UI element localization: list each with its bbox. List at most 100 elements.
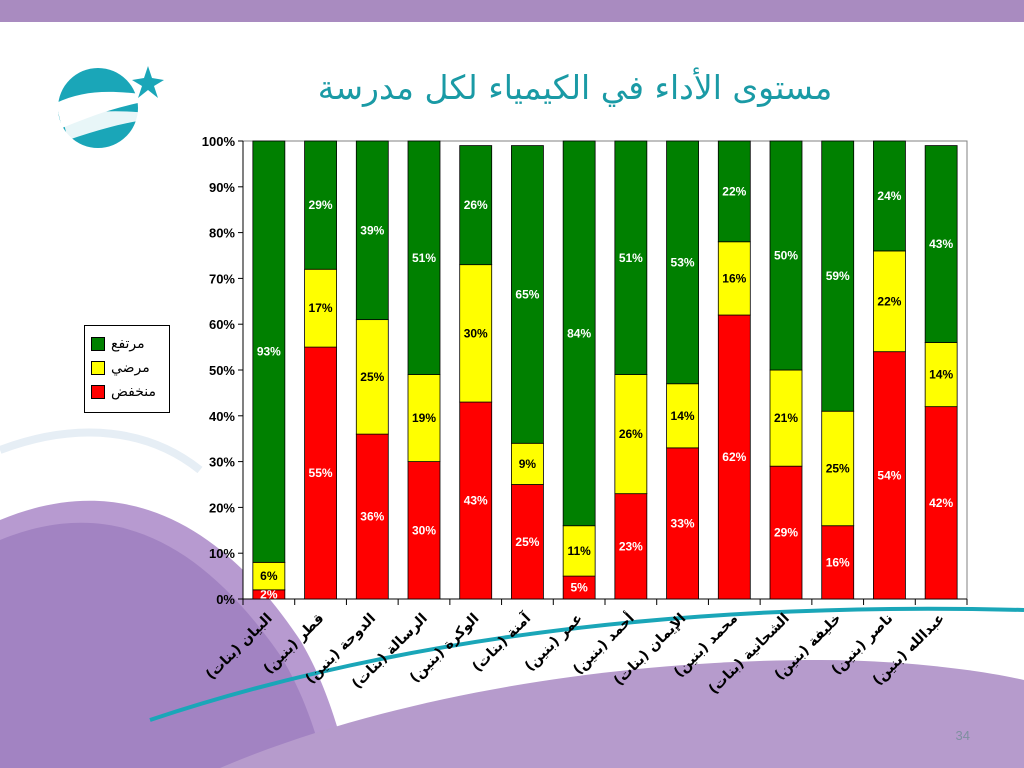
data-label-satisfactory: 25% <box>826 461 850 475</box>
logo-icon <box>56 66 173 148</box>
bar-high <box>769 140 803 371</box>
data-label-low: 2% <box>260 587 278 601</box>
data-label-low: 16% <box>826 555 850 569</box>
data-label-satisfactory: 26% <box>619 427 643 441</box>
data-label-high: 22% <box>722 184 746 198</box>
data-label-high: 29% <box>309 198 333 212</box>
data-label-satisfactory: 21% <box>774 411 798 425</box>
top-band <box>0 0 1024 22</box>
legend-swatch-satisfactory <box>91 361 105 375</box>
legend-label-satisfactory: مرضي <box>111 360 150 376</box>
y-tick-label: 60% <box>209 317 235 332</box>
bar-high <box>304 140 337 270</box>
data-label-satisfactory: 16% <box>722 271 746 285</box>
bar-low <box>459 401 493 600</box>
y-tick-label: 80% <box>209 226 235 241</box>
bar-low <box>511 484 544 600</box>
legend: مرتفع مرضي منخفض <box>84 325 170 413</box>
data-label-satisfactory: 14% <box>671 409 695 423</box>
bar-low <box>666 447 699 600</box>
data-label-satisfactory: 19% <box>412 411 436 425</box>
data-label-satisfactory: 30% <box>464 326 488 340</box>
bar-satisfactory <box>924 342 958 408</box>
bar-high <box>562 140 596 527</box>
y-tick-label: 100% <box>202 134 236 149</box>
legend-label-low: منخفض <box>111 384 156 400</box>
bar-satisfactory <box>459 264 493 403</box>
data-label-satisfactory: 6% <box>260 569 278 583</box>
bar-satisfactory <box>252 561 286 591</box>
data-label-satisfactory: 17% <box>309 301 333 315</box>
data-label-high: 24% <box>877 189 901 203</box>
data-label-low: 43% <box>464 494 488 508</box>
legend-label-high: مرتفع <box>111 336 145 352</box>
bar-high <box>821 140 855 412</box>
bar-high <box>666 140 699 385</box>
data-label-high: 51% <box>619 251 643 265</box>
bar-satisfactory <box>407 374 441 462</box>
data-label-high: 65% <box>515 287 539 301</box>
data-label-low: 42% <box>929 496 953 510</box>
bar-high <box>924 145 958 343</box>
data-label-low: 55% <box>309 466 333 480</box>
y-tick-label: 40% <box>209 409 235 424</box>
data-label-high: 84% <box>567 326 591 340</box>
bar-high <box>459 145 493 266</box>
bar-low <box>924 406 958 600</box>
bar-high <box>252 140 286 563</box>
y-tick-label: 50% <box>209 363 235 378</box>
page-number: 34 <box>955 728 970 743</box>
data-label-high: 53% <box>671 255 695 269</box>
data-label-satisfactory: 22% <box>877 294 901 308</box>
bar-satisfactory <box>355 319 389 435</box>
data-label-low: 33% <box>671 516 695 530</box>
data-label-high: 26% <box>464 198 488 212</box>
data-label-low: 62% <box>722 450 746 464</box>
bar-satisfactory <box>666 383 699 449</box>
bar-high <box>407 140 441 375</box>
data-label-low: 23% <box>619 539 643 553</box>
y-tick-label: 0% <box>216 592 235 607</box>
bar-satisfactory <box>511 442 544 485</box>
data-label-satisfactory: 11% <box>567 544 591 558</box>
data-label-high: 59% <box>826 269 850 283</box>
x-tick-label: البيان (بنات) <box>203 611 276 684</box>
bar-satisfactory <box>821 410 855 527</box>
data-label-satisfactory: 14% <box>929 368 953 382</box>
bar-low <box>304 346 337 600</box>
bar-high <box>355 140 389 321</box>
y-tick-label: 10% <box>209 546 235 561</box>
data-label-high: 39% <box>360 223 384 237</box>
bar-low <box>614 493 648 600</box>
bar-low <box>821 525 855 600</box>
data-label-low: 30% <box>412 523 436 537</box>
bar-satisfactory <box>614 374 648 495</box>
legend-swatch-low <box>91 385 105 399</box>
legend-item-satisfactory: مرضي <box>91 356 163 380</box>
legend-item-low: منخفض <box>91 380 163 404</box>
legend-swatch-high <box>91 337 105 351</box>
bar-satisfactory <box>304 268 337 348</box>
bar-high <box>717 140 751 243</box>
y-tick-label: 20% <box>209 500 235 515</box>
bar-high <box>873 140 906 252</box>
bar-high <box>614 140 648 375</box>
bar-low <box>355 433 389 600</box>
data-label-high: 93% <box>257 345 281 359</box>
data-label-low: 54% <box>877 468 901 482</box>
data-label-low: 36% <box>360 510 384 524</box>
data-label-low: 5% <box>570 581 588 595</box>
data-label-low: 29% <box>774 526 798 540</box>
bar-high <box>511 145 544 444</box>
data-label-satisfactory: 9% <box>519 457 537 471</box>
bar-low <box>769 465 803 600</box>
data-label-high: 50% <box>774 249 798 263</box>
y-tick-label: 90% <box>209 180 235 195</box>
plot-area <box>242 140 968 600</box>
bar-low <box>873 351 906 600</box>
data-label-high: 43% <box>929 237 953 251</box>
y-tick-label: 30% <box>209 455 235 470</box>
data-label-high: 51% <box>412 251 436 265</box>
